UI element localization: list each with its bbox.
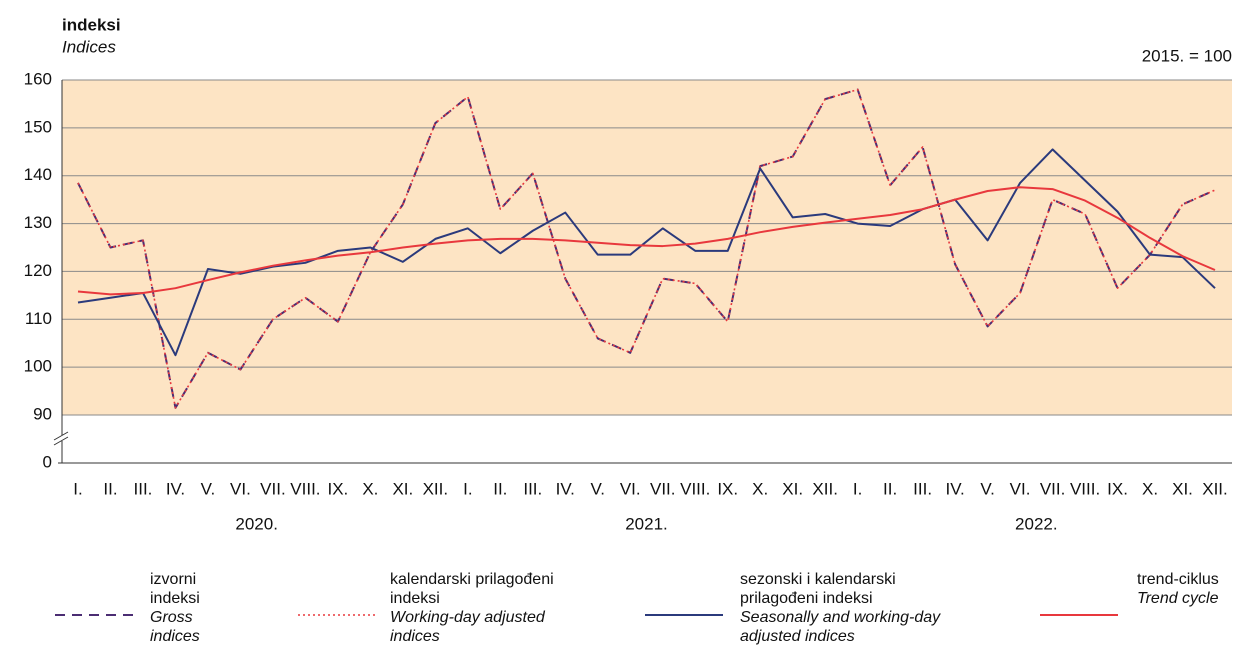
chart-subtitle: Indices [62,37,116,56]
x-tick-label: XI. [1172,479,1193,498]
x-tick-label: VII. [650,479,676,498]
series-line [77,88,1216,409]
x-tick-label: XI. [782,479,803,498]
y-tick-label: 130 [24,213,52,232]
legend-label-en: Trend cycle [1137,590,1219,607]
x-tick-label: III. [913,479,932,498]
axis-break-gap [54,435,70,441]
x-tick-label: IV. [166,479,185,498]
legend-swatch [645,614,723,616]
series-line [77,186,1216,296]
y-tick-label: 160 [24,69,52,88]
legend-label: sezonski i kalendarski prilagođeni indek… [740,571,896,607]
x-tick-label: II. [493,479,507,498]
y-tick-label: 120 [24,261,52,280]
legend-label-en: Gross indices [150,609,200,645]
axis-break [53,436,69,446]
x-tick-label: I. [853,479,862,498]
x-tick-label: IX. [1107,479,1128,498]
legend-label-en: Seasonally and working-day adjusted indi… [740,609,941,645]
x-tick-label: I. [73,479,82,498]
legend-text: kalendarski prilagođeni indeksi Working-d… [390,570,570,646]
x-tick-label: IX. [717,479,738,498]
legend-swatch [298,614,376,616]
x-tick-label: III. [134,479,153,498]
y-tick-label: 140 [24,165,52,184]
x-tick-label: VIII. [290,479,320,498]
plot-area [62,80,1232,415]
x-tick-label: V. [980,479,995,498]
x-tick-label: IV. [556,479,575,498]
x-tick-label: X. [1142,479,1158,498]
x-tick-label: VII. [1040,479,1066,498]
year-label: 2021. [625,514,668,533]
year-label: 2020. [235,514,278,533]
legend-text: izvorni indeksi Gross indices [150,570,222,646]
y-tick-label: 0 [43,452,52,471]
x-tick-label: V. [201,479,216,498]
x-tick-label: X. [362,479,378,498]
y-tick-label: 110 [25,309,52,328]
y-tick-label: 90 [33,404,52,423]
x-tick-label: XII. [1202,479,1228,498]
legend-text: sezonski i kalendarski prilagođeni indek… [740,570,960,646]
x-tick-label: XI. [392,479,413,498]
x-tick-label: XII. [812,479,838,498]
x-tick-label: III. [523,479,542,498]
x-tick-label: IV. [945,479,964,498]
x-tick-label: VIII. [1070,479,1100,498]
x-tick-label: II. [103,479,117,498]
legend-swatch [55,614,133,616]
x-tick-label: VI. [1010,479,1031,498]
x-tick-label: VI. [230,479,251,498]
x-tick-label: IX. [327,479,348,498]
legend-label-en: Working-day adjusted indices [390,609,545,645]
year-label: 2022. [1015,514,1058,533]
legend-swatch [1040,614,1118,616]
chart: indeksi Indices 2015. = 100 0 90 100 110 120… [24,15,1232,533]
x-tick-label: VII. [260,479,286,498]
x-tick-label: VIII. [680,479,710,498]
x-tick-label: I. [463,479,472,498]
series-line [77,148,1216,357]
axis-break [53,431,69,441]
y-tick-label: 100 [24,357,52,376]
x-tick-label: II. [883,479,897,498]
x-tick-label: V. [591,479,606,498]
x-tick-label: VI. [620,479,641,498]
legend-label: kalendarski prilagođeni indeksi [390,571,554,607]
legend-label: trend-ciklus [1137,571,1219,588]
x-tick-label: XII. [423,479,449,498]
base-note: 2015. = 100 [1142,46,1232,65]
y-tick-label: 150 [24,117,52,136]
x-tick-label: X. [752,479,768,498]
legend-text: trend-ciklus Trend cycle [1137,570,1237,608]
legend-label: izvorni indeksi [150,571,200,607]
chart-title: indeksi [62,15,121,34]
